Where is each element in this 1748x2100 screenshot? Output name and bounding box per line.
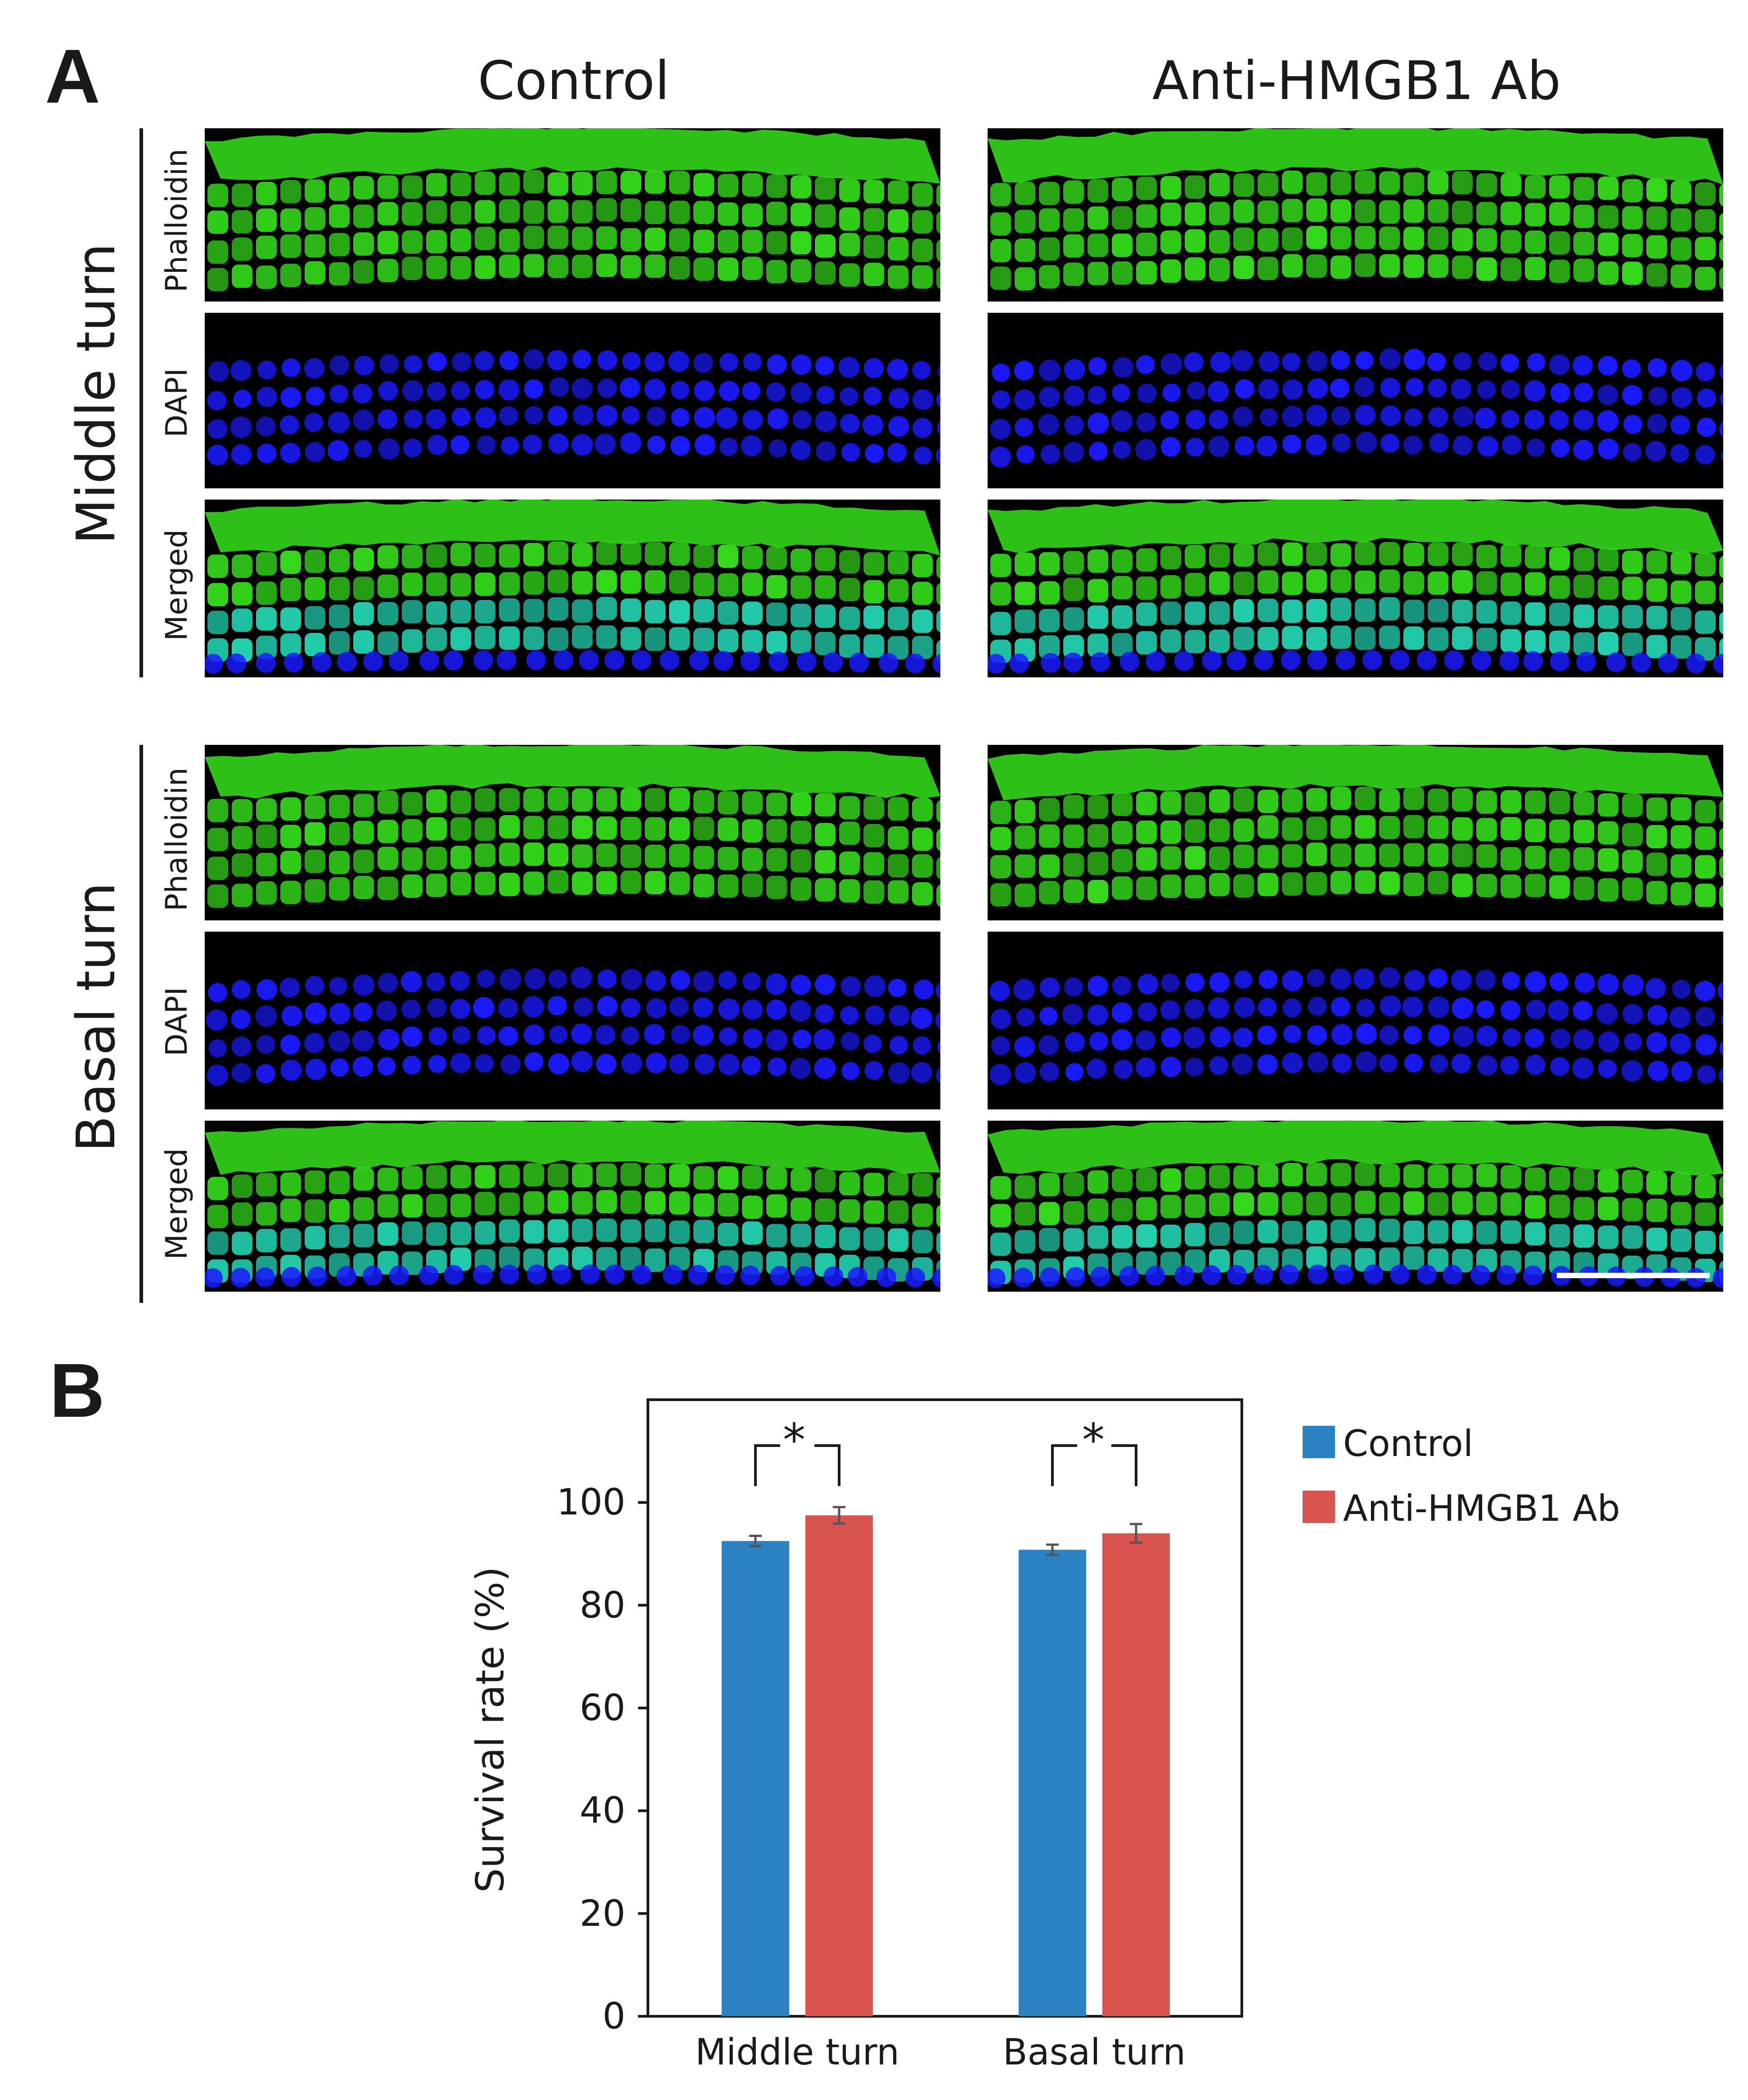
bar-antibody-basal-turn <box>1102 1533 1170 2016</box>
y-tick-label: 40 <box>580 1789 625 1832</box>
region-bracket-middle <box>139 128 143 677</box>
scale-bar <box>1557 1273 1710 1278</box>
significance-bracket-middle-turn <box>754 1444 840 1486</box>
micrograph-antibody-middle-dapi <box>988 313 1723 488</box>
micrograph-control-middle-phalloidin <box>205 128 940 302</box>
legend-label-antibody: Anti-HMGB1 Ab <box>1343 1487 1620 1529</box>
category-label-middle-turn: Middle turn <box>695 2031 899 2073</box>
bar-control-basal-turn <box>1019 1550 1086 2016</box>
micrograph-control-basal-phalloidin <box>205 745 940 920</box>
micrograph-antibody-basal-merged <box>988 1121 1723 1292</box>
region-bracket-basal <box>139 745 143 1303</box>
significance-star-middle: * <box>783 1414 805 1466</box>
bar-antibody-middle-turn <box>805 1515 873 2016</box>
micrograph-control-basal-dapi <box>205 932 940 1109</box>
column-header-antibody: Anti-HMGB1 Ab <box>1152 50 1561 112</box>
significance-bracket-basal-turn <box>1051 1444 1137 1486</box>
panel-b-letter: B <box>49 1348 105 1433</box>
y-tick-label: 0 <box>602 1995 625 2037</box>
micrograph-antibody-basal-phalloidin <box>988 745 1723 920</box>
significance-star-basal: * <box>1082 1414 1105 1466</box>
micrograph-antibody-basal-dapi <box>988 932 1723 1109</box>
bar-control-middle-turn <box>722 1541 789 2016</box>
y-tick-label: 100 <box>557 1481 625 1523</box>
panel-a-letter: A <box>45 34 100 119</box>
legend-label-control: Control <box>1343 1423 1474 1465</box>
y-tick-label: 80 <box>580 1584 625 1626</box>
legend-swatch-control <box>1303 1426 1335 1458</box>
column-header-control: Control <box>477 50 670 112</box>
category-label-basal-turn: Basal turn <box>1002 2031 1186 2073</box>
micrograph-antibody-middle-phalloidin <box>988 128 1723 302</box>
legend-swatch-antibody <box>1303 1491 1335 1523</box>
micrograph-control-middle-dapi <box>205 313 940 488</box>
micrograph-control-middle-merged <box>205 500 940 677</box>
micrograph-control-basal-merged <box>205 1121 940 1292</box>
y-tick-label: 20 <box>580 1892 625 1934</box>
y-axis-label: Survival rate (%) <box>468 1566 513 1893</box>
y-tick-label: 60 <box>580 1687 625 1729</box>
micrograph-antibody-middle-merged <box>988 500 1723 677</box>
